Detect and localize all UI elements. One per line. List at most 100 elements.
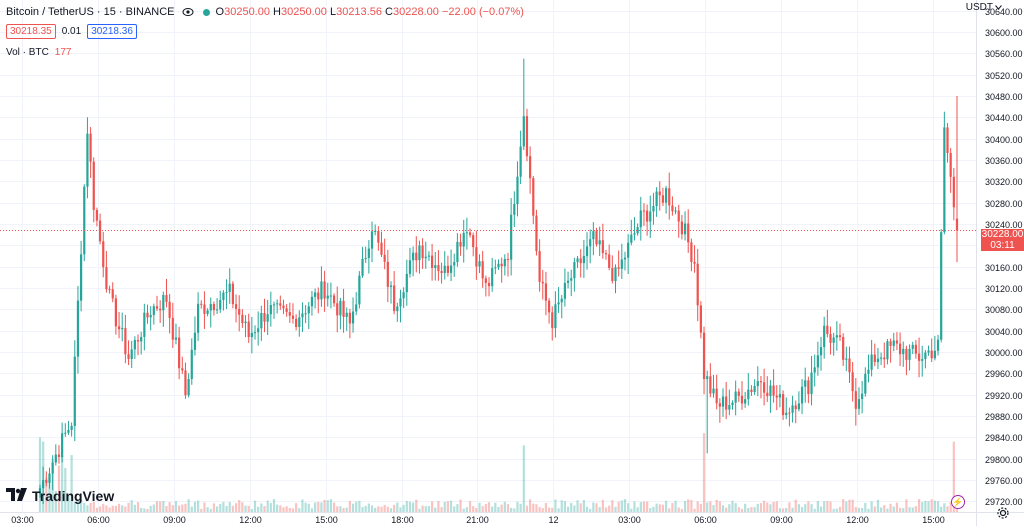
volume-bar (396, 502, 399, 512)
volume-bar (902, 508, 905, 512)
candle-body (415, 252, 418, 261)
candle-body (658, 191, 661, 196)
volume-bar (215, 506, 219, 512)
candle-body (949, 153, 952, 177)
time-tick-label: 15:00 (315, 515, 338, 525)
candle-body (389, 285, 393, 287)
tradingview-logo[interactable]: TradingView (6, 488, 114, 504)
volume-bar (620, 500, 623, 512)
candle-body (566, 280, 570, 283)
candle-body (933, 350, 936, 359)
candle-body (842, 337, 845, 360)
volume-bar (244, 505, 247, 512)
volume-bar (459, 499, 462, 512)
eye-icon[interactable] (181, 5, 195, 19)
candle-body (823, 325, 826, 348)
candle-body (753, 386, 756, 392)
candle-body (756, 381, 759, 387)
candle-body (908, 348, 911, 360)
symbol-title[interactable]: Bitcoin / TetherUS · 15 · BINANCE (6, 6, 175, 18)
volume-bar (854, 507, 857, 512)
volume-legend[interactable]: Vol · BTC 177 (6, 44, 524, 60)
candle-body (304, 313, 307, 315)
candle-body (747, 389, 750, 400)
currency-selector[interactable]: USDT (966, 2, 1002, 13)
price-tick-label: 30000.00 (985, 348, 1023, 358)
buy-price-button[interactable]: 30218.36 (87, 23, 137, 39)
candle-body (332, 295, 336, 304)
lightning-icon[interactable]: ⚡ (951, 495, 965, 509)
volume-bar (794, 499, 797, 512)
candle-body (737, 391, 740, 396)
volume-bar (475, 508, 478, 512)
volume-bar (326, 500, 329, 512)
gear-icon[interactable] (996, 506, 1010, 520)
volume-bar (791, 507, 794, 512)
tradingview-logo-icon (6, 488, 28, 504)
volume-bar (111, 505, 114, 512)
candle-body (323, 281, 326, 299)
volume-bar (136, 502, 140, 512)
volume-bar (617, 501, 620, 512)
volume-bar (870, 501, 873, 512)
volume-bar (538, 507, 541, 512)
candle-body (399, 298, 402, 307)
candle-body (826, 325, 829, 335)
volume-bar (642, 501, 646, 512)
candle-body (250, 332, 253, 338)
volume-bar (911, 507, 914, 512)
volume-bar (522, 445, 525, 512)
volume-bar (73, 501, 76, 512)
volume-bar (320, 502, 323, 512)
sell-price-button[interactable]: 30218.35 (6, 23, 56, 39)
candle-body (712, 388, 715, 394)
candle-body (215, 309, 219, 311)
candle-body (200, 303, 203, 305)
candle-body (83, 186, 86, 255)
volume-bar (468, 501, 472, 512)
volume-bar (386, 506, 389, 512)
candle-body (266, 314, 269, 322)
candle-body (491, 268, 494, 287)
volume-bar (124, 506, 127, 512)
candle-body (740, 395, 744, 404)
candle-body (952, 176, 955, 208)
open-label: O (215, 6, 225, 18)
candle-body (585, 246, 589, 257)
currency-label: USDT (965, 2, 993, 13)
candle-body (127, 354, 130, 360)
volume-bar (149, 505, 152, 512)
volume-bar (351, 503, 355, 512)
candle-body (772, 385, 775, 396)
candle-body (282, 305, 285, 309)
candle-body (162, 294, 165, 311)
candle-body (538, 251, 541, 282)
volume-bar (263, 506, 266, 512)
volume-bar (838, 506, 842, 512)
candle-body (589, 239, 592, 247)
volume-bar (873, 506, 876, 512)
candle-body (418, 245, 421, 261)
volume-bar (940, 506, 943, 512)
volume-bar (92, 501, 95, 512)
candle-body (633, 233, 636, 235)
volume-bar (405, 501, 408, 512)
volume-bar (876, 499, 880, 512)
volume-bar (440, 507, 443, 512)
volume-bar (418, 508, 421, 512)
time-axis[interactable]: 03:00 06:00 09:00 12:00 15:00 18:00 21:00 12 03:… (11, 515, 945, 525)
volume-bar (187, 499, 190, 512)
candle-body (838, 335, 842, 338)
volume-bar (576, 500, 579, 512)
price-axis[interactable]: 29720.00 29760.00 29800.00 29840.00 29880.00… (985, 7, 1023, 507)
candle-body (196, 303, 200, 333)
candle-body (209, 303, 212, 311)
candle-body (260, 313, 263, 329)
volume-bar (500, 504, 503, 512)
volume-bar (677, 507, 680, 512)
volume-bar (845, 501, 848, 512)
candle-body (421, 245, 424, 259)
volume-bar (266, 500, 269, 512)
